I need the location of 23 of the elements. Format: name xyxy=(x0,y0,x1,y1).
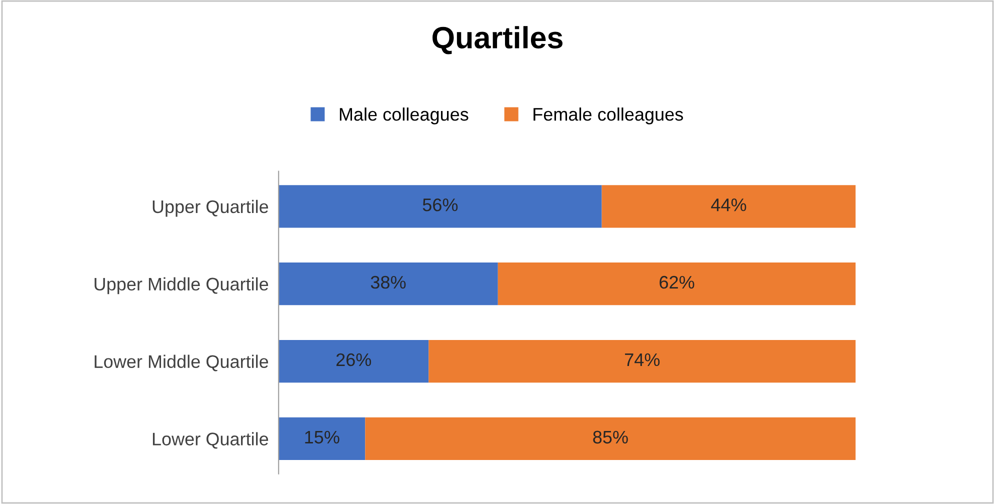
y-tick-label: Lower Quartile xyxy=(152,432,268,449)
data-label: 38% xyxy=(370,276,406,289)
data-label: 56% xyxy=(422,198,458,212)
bar xyxy=(428,340,856,383)
legend-label: Male colleagues xyxy=(340,108,468,124)
data-label: 26% xyxy=(336,353,372,366)
data-label: 44% xyxy=(711,198,746,212)
data-label: 62% xyxy=(660,276,694,289)
data-label: 15% xyxy=(305,430,340,444)
y-tick-label: Lower Middle Quartile xyxy=(94,354,268,372)
bar xyxy=(498,262,856,306)
data-label: 85% xyxy=(593,430,628,444)
bar xyxy=(278,417,366,460)
legend-label: Female colleagues xyxy=(534,108,684,124)
bar xyxy=(602,185,856,228)
chart-title: Quartiles xyxy=(432,26,562,54)
bar xyxy=(365,417,856,460)
y-tick-label: Upper Middle Quartile xyxy=(94,277,268,294)
bar xyxy=(278,185,602,228)
bar xyxy=(278,340,429,383)
bar xyxy=(278,262,498,306)
y-tick-label: Upper Quartile xyxy=(152,200,268,217)
data-label: 74% xyxy=(625,353,660,366)
